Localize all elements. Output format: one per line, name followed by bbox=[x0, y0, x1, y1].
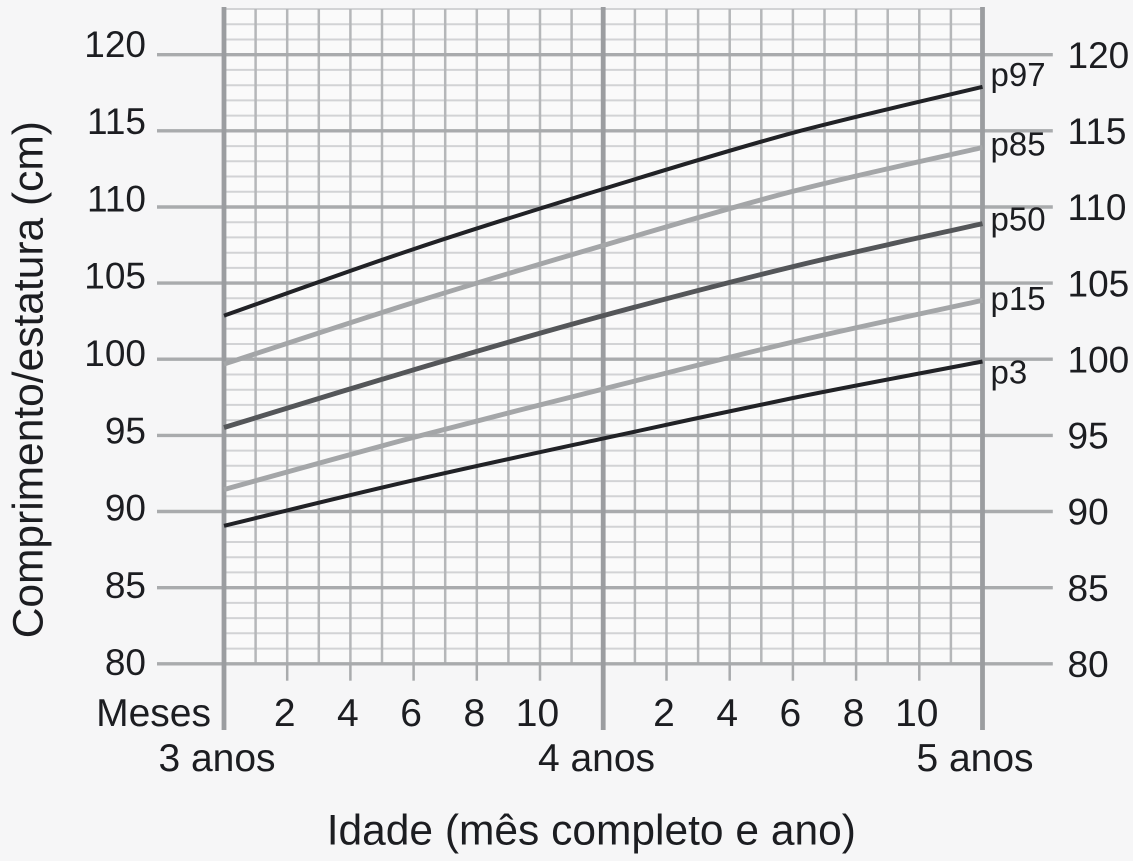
svg-text:p50: p50 bbox=[991, 201, 1046, 238]
svg-text:p85: p85 bbox=[991, 125, 1046, 162]
svg-text:80: 80 bbox=[105, 642, 146, 683]
svg-text:6: 6 bbox=[780, 692, 802, 735]
svg-text:8: 8 bbox=[463, 692, 485, 735]
svg-text:120: 120 bbox=[1068, 35, 1130, 76]
svg-text:2: 2 bbox=[274, 692, 296, 735]
svg-text:p97: p97 bbox=[991, 56, 1046, 93]
svg-text:115: 115 bbox=[87, 101, 146, 142]
svg-text:120: 120 bbox=[84, 24, 146, 65]
svg-text:Idade (mês completo e ano): Idade (mês completo e ano) bbox=[327, 808, 856, 855]
svg-text:8: 8 bbox=[843, 692, 865, 735]
svg-text:2: 2 bbox=[653, 692, 675, 735]
svg-text:115: 115 bbox=[1068, 111, 1127, 152]
svg-text:10: 10 bbox=[895, 692, 938, 735]
svg-text:85: 85 bbox=[1068, 568, 1109, 609]
svg-text:4 anos: 4 anos bbox=[538, 737, 655, 780]
svg-text:Comprimento/estatura (cm): Comprimento/estatura (cm) bbox=[5, 121, 52, 638]
svg-text:80: 80 bbox=[1068, 644, 1109, 685]
svg-text:100: 100 bbox=[84, 333, 146, 374]
svg-text:3 anos: 3 anos bbox=[158, 737, 275, 780]
svg-text:100: 100 bbox=[1068, 340, 1130, 381]
svg-text:10: 10 bbox=[516, 692, 559, 735]
svg-text:85: 85 bbox=[105, 565, 146, 606]
svg-text:105: 105 bbox=[1068, 263, 1130, 304]
svg-text:5 anos: 5 anos bbox=[916, 737, 1033, 780]
svg-text:110: 110 bbox=[87, 178, 146, 219]
svg-text:p15: p15 bbox=[991, 280, 1046, 317]
svg-text:6: 6 bbox=[400, 692, 422, 735]
svg-text:90: 90 bbox=[1068, 492, 1109, 533]
svg-text:90: 90 bbox=[105, 488, 146, 529]
svg-text:p3: p3 bbox=[991, 353, 1028, 390]
svg-text:110: 110 bbox=[1068, 187, 1127, 228]
svg-text:95: 95 bbox=[1068, 416, 1109, 457]
svg-text:4: 4 bbox=[337, 692, 359, 735]
svg-text:Meses: Meses bbox=[96, 692, 211, 735]
svg-text:4: 4 bbox=[716, 692, 738, 735]
svg-text:95: 95 bbox=[105, 410, 146, 451]
svg-text:105: 105 bbox=[84, 256, 146, 297]
